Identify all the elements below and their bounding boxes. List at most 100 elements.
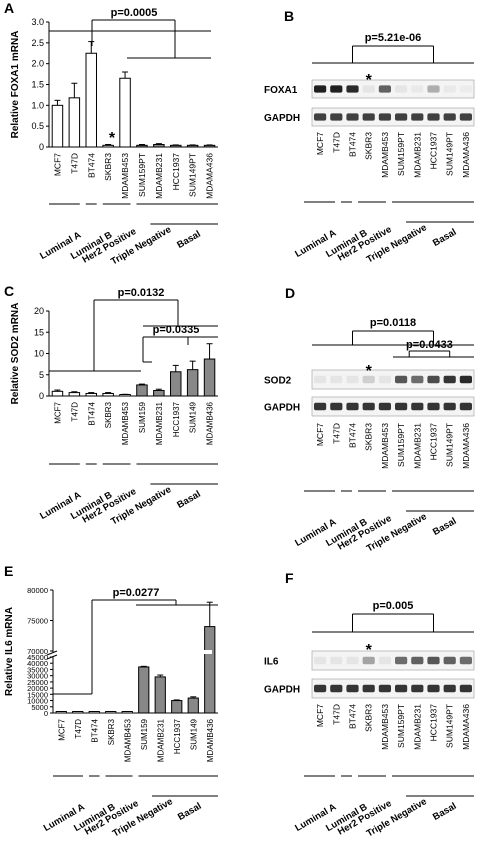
lane-label: MDAMB231 [412,423,422,469]
lane-label: SKBR3 [364,423,374,451]
blot-band [378,113,391,121]
x-tick-label: BT474 [86,153,96,178]
x-tick-label: SUM159PT [137,153,147,197]
x-tick-label: MDAMB453 [123,718,132,762]
group-label-basal: Basal [431,801,458,823]
blot-band [411,684,424,693]
bar-HCC1937 [170,371,182,397]
x-tick-label: SKBR3 [107,718,116,745]
blot-band [443,656,456,665]
lane-label: BT474 [348,704,358,729]
y-tick-label: 40000 [27,659,48,668]
blot-band [314,402,327,411]
bar-T47D [68,392,81,397]
bar-BT474 [85,392,97,397]
bar-MDAMB231 [153,389,165,397]
blot-band [459,85,472,93]
blot-band [330,375,343,384]
bar-SUM159 [136,384,148,397]
lane-label: MDAMB231 [412,704,422,750]
bar-SUM149 [186,369,199,397]
p-value-label: p=0.005 [373,600,414,612]
blot-row-label-GAPDH: GAPDH [264,685,300,696]
bar-HCC1937 [171,700,183,714]
blot-band [314,375,327,384]
blot-band [362,402,375,411]
axis-break-mark [46,654,58,660]
blot-band [346,85,359,93]
x-tick-label: SUM159 [140,718,149,750]
y-tick-label: 70000 [27,647,48,656]
blot-band [427,85,440,93]
blot-band [330,402,343,411]
blot-band [314,113,327,121]
y-tick-label: 1.5 [31,80,44,90]
blot-band [459,375,472,384]
blot-band [378,684,391,693]
lane-label: HCC1937 [429,423,439,461]
blot-row-label-FOXA1: FOXA1 [264,85,298,96]
blot-band [330,85,343,93]
blot-band [411,402,424,411]
x-tick-label: BT474 [90,718,99,742]
blot-band [362,684,375,693]
lane-label: T47D [331,704,341,725]
blot-band [411,375,424,384]
p-value-label: p=0.0118 [370,317,416,329]
blot-band [411,113,424,121]
blot-band [314,85,327,93]
blot-band [395,113,408,121]
asterisk: * [109,130,116,147]
blot-strip-GAPDH [311,107,475,127]
bar-T47D [72,711,84,714]
y-tick-label: 30000 [27,672,48,681]
y-tick-label: 75000 [27,617,48,626]
x-tick-label: SKBR3 [104,401,113,428]
x-tick-label: T47D [70,402,79,422]
blot-band [346,402,359,411]
asterisk: * [366,363,373,380]
blot-row-label-GAPDH: GAPDH [264,403,300,414]
bar-BT474 [85,52,97,148]
blot-band [427,656,440,665]
bar-MCF7 [51,390,64,397]
lane-label: MCF7 [315,423,325,446]
blot-band [314,684,327,693]
blot-band [346,375,359,384]
lane-label: SUM159PT [396,132,406,176]
y-tick-label: 20000 [27,684,48,693]
y-tick-label: 45000 [27,653,48,662]
y-tick-label: 35000 [27,665,48,674]
bar-SUM149 [187,697,199,714]
lane-label: MDAMB453 [380,423,390,469]
lane-label: MDAMA436 [461,132,471,178]
blot-band [443,113,456,121]
y-tick-label: 20 [34,306,44,316]
blot-band [395,85,408,93]
blot-band [330,113,343,121]
y-tick-label: 5000 [31,703,48,712]
blot-band [362,113,375,121]
blot-band [459,684,472,693]
blot-band [395,684,408,693]
blot-band [330,684,343,693]
blot-band [395,375,408,384]
group-label-basal: Basal [175,489,202,511]
x-tick-label: MDAMB453 [121,401,130,445]
bar-HCC1937 [170,144,182,148]
lane-label: SUM149PT [445,704,455,748]
blot-band [443,85,456,93]
panel-letter-c: C [4,283,14,299]
blot-row-label-SOD2: SOD2 [264,376,292,387]
lane-label: T47D [331,132,341,153]
lane-label: SUM159PT [396,704,406,748]
blot-strip-GAPDH [311,396,475,417]
y-tick-label: 15 [34,327,44,337]
x-tick-label: HCC1937 [173,718,182,754]
blot-band [362,656,375,665]
p-value-label: p=5.21e-06 [365,32,422,44]
x-tick-label: HCC1937 [172,401,181,437]
lane-label: MDAMA436 [461,423,471,469]
bar-T47D [68,97,81,148]
